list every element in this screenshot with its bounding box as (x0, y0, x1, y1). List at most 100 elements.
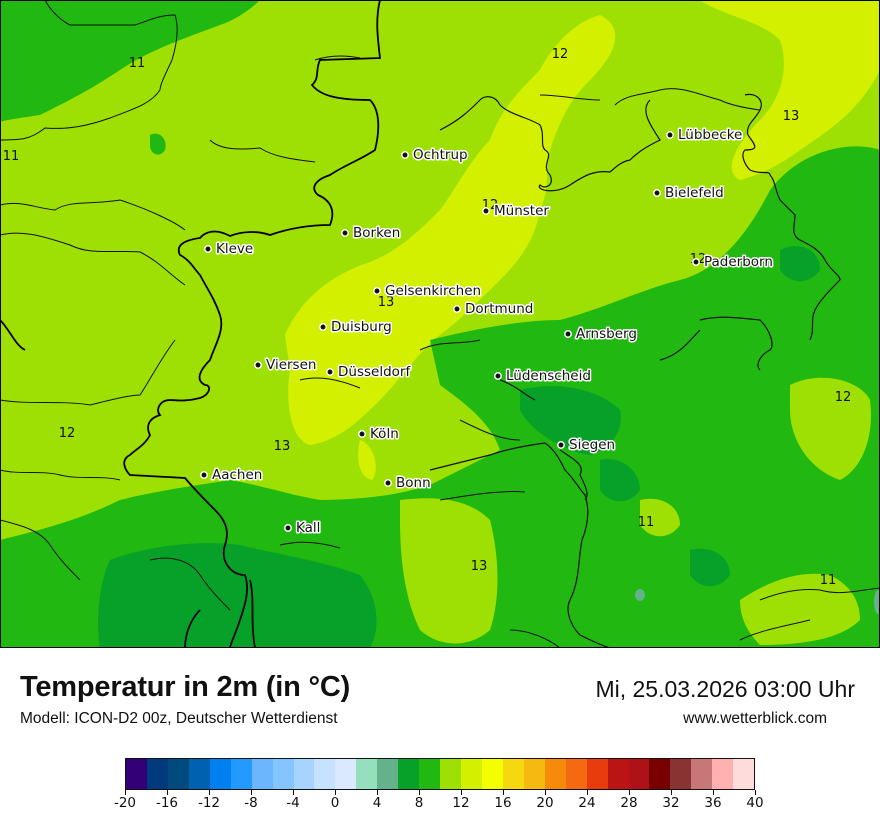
colorbar-tick-label: -8 (244, 795, 258, 811)
city-label: Borken (353, 225, 400, 241)
colorbar-segment (272, 759, 294, 789)
city-dot-icon (341, 229, 349, 237)
city-label: Duisburg (331, 319, 392, 335)
city-dot-icon (319, 323, 327, 331)
colorbar-segment (230, 759, 252, 789)
chart-title: Temperatur in 2m (in °C) (20, 671, 351, 703)
colorbar-tick (376, 790, 378, 795)
colorbar-ticks: -20 -16 -12 -8 -4 0 4 8 12 16 20 24 28 32 36 40 (114, 790, 764, 820)
colorbar-tick-label: -4 (286, 795, 300, 811)
colorbar-segment (167, 759, 189, 789)
nrw-east-border (429, 93, 841, 648)
city-dot-icon (200, 471, 208, 479)
contour-label: 13 (378, 295, 395, 310)
colorbar-segment (691, 759, 713, 789)
city-marker: Duisburg (319, 318, 393, 337)
colorbar-tick (712, 790, 714, 795)
city-dot-icon (453, 305, 461, 313)
city-label: Düsseldorf (338, 364, 411, 380)
colorbar-segment (146, 759, 168, 789)
field-8-10 (98, 246, 820, 648)
colorbar-segment (314, 759, 336, 789)
city-marker: Viersen (254, 356, 318, 375)
city-label: Kleve (216, 241, 253, 257)
colorbar-tick (460, 790, 462, 795)
contour-label: 11 (638, 515, 655, 530)
city-marker: Bonn (384, 474, 432, 493)
city-label: Lüdenscheid (506, 368, 591, 384)
colorbar-tick (544, 790, 546, 795)
district-borders (0, 0, 880, 648)
city-label: Münster (494, 203, 549, 219)
city-marker: Kleve (204, 240, 255, 259)
colorbar-tick-label: 0 (330, 795, 340, 811)
colorbar-tick-label: -12 (197, 795, 221, 811)
colorbar-tick (502, 790, 504, 795)
city-marker: Kall (284, 519, 322, 538)
colorbar-segment (628, 759, 650, 789)
city-marker: Aachen (200, 466, 264, 485)
colorbar-tick (124, 790, 126, 795)
city-dot-icon (494, 372, 502, 380)
city-dot-icon (666, 131, 674, 139)
colorbar-tick (628, 790, 630, 795)
city-label: Kall (296, 520, 320, 536)
city-marker: Dortmund (453, 300, 535, 319)
city-dot-icon (373, 287, 381, 295)
colorbar-segment (188, 759, 210, 789)
contour-label: 11 (3, 149, 20, 164)
field-cold-spot (874, 590, 880, 614)
colorbar-tick (208, 790, 210, 795)
city-marker: Düsseldorf (326, 363, 413, 382)
city-marker: Münster (482, 202, 551, 221)
contour-label: 12 (59, 426, 76, 441)
colorbar-segment (377, 759, 399, 789)
colorbar-tick (334, 790, 336, 795)
city-dot-icon (557, 441, 565, 449)
contour-label: 12 (835, 390, 852, 405)
colorbar-segment (502, 759, 524, 789)
city-label: Arnsberg (576, 326, 637, 342)
city-label: Aachen (212, 467, 262, 483)
colorbar-segment (607, 759, 629, 789)
colorbar-tick (250, 790, 252, 795)
city-label: Köln (370, 426, 399, 442)
colorbar-tick-label: -16 (155, 795, 179, 811)
city-marker: Ochtrup (401, 146, 469, 165)
colorbar-segment (461, 759, 482, 789)
city-dot-icon (284, 524, 292, 532)
colorbar-segment (481, 759, 503, 789)
contour-label: 11 (129, 56, 146, 71)
city-marker: Paderborn (692, 253, 774, 272)
website-link[interactable]: www.wetterblick.com (683, 710, 827, 727)
city-label: Paderborn (704, 254, 773, 270)
colorbar-tick (670, 790, 672, 795)
city-dot-icon (358, 430, 366, 438)
colorbar-tick-label: 4 (372, 795, 382, 811)
city-dot-icon (204, 245, 212, 253)
temperature-colorbar (125, 758, 755, 790)
city-marker: Siegen (557, 436, 617, 455)
colorbar-tick-label: 12 (452, 795, 470, 811)
colorbar-tick (166, 790, 168, 795)
colorbar-tick-label: 24 (578, 795, 596, 811)
map-canvas: 11111213121213121312111311 OchtrupLübbec… (0, 0, 880, 648)
city-label: Lübbecke (678, 127, 742, 143)
colorbar-segment (398, 759, 420, 789)
colorbar-segment (356, 759, 378, 789)
city-marker: Köln (358, 425, 400, 444)
colorbar-segment (209, 759, 231, 789)
city-label: Gelsenkirchen (385, 283, 481, 299)
city-marker: Gelsenkirchen (373, 282, 483, 301)
colorbar-segment (523, 759, 545, 789)
contour-label: 13 (274, 439, 291, 454)
city-dot-icon (401, 151, 409, 159)
colorbar-segment (440, 759, 461, 789)
model-source: Modell: ICON-D2 00z, Deutscher Wetterdie… (20, 710, 338, 727)
city-dot-icon (692, 258, 700, 266)
city-label: Ochtrup (413, 147, 468, 163)
colorbar-segment (670, 759, 692, 789)
colorbar-tick-label: -20 (113, 795, 137, 811)
colorbar-segment (126, 759, 147, 789)
city-label: Siegen (569, 437, 615, 453)
